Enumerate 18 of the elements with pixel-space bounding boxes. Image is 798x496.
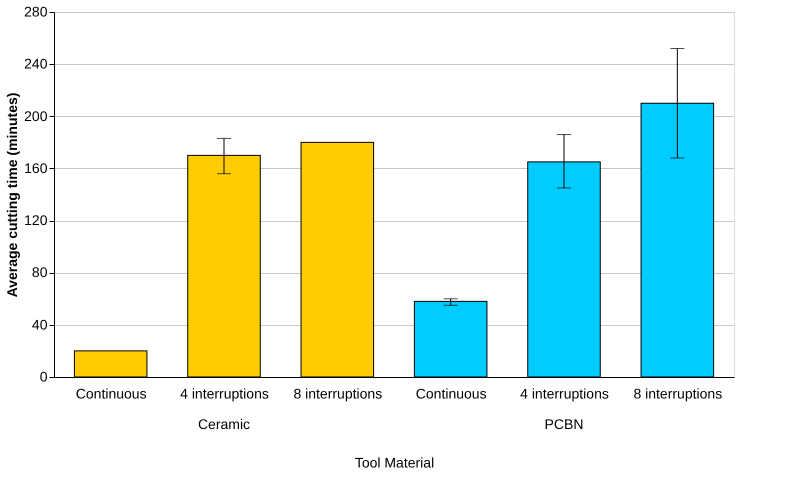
x-tick-label: 8 interruptions [293,386,382,402]
y-tick-label: 200 [24,108,48,124]
y-tick-label: 120 [24,212,48,228]
y-tick-label: 240 [24,56,48,72]
x-tick-label: Continuous [76,386,147,402]
text: PCBN [544,416,584,432]
y-tick-label: 0 [40,368,48,384]
y-tick-label: 280 [24,4,48,20]
text: Ceramic [198,416,250,432]
y-tick-label: 160 [24,160,48,176]
x-tick-label: 4 interruptions [520,386,609,402]
x-tick-label: 4 interruptions [180,386,269,402]
x-tick-label: Continuous [416,386,487,402]
y-tick-label: 40 [32,316,48,332]
x-tick-label: 8 interruptions [633,386,722,402]
x-axis-title: Tool Material [354,454,434,470]
y-tick-label: 80 [32,264,48,280]
y-axis-title: Average cutting time (minutes) [4,92,20,298]
